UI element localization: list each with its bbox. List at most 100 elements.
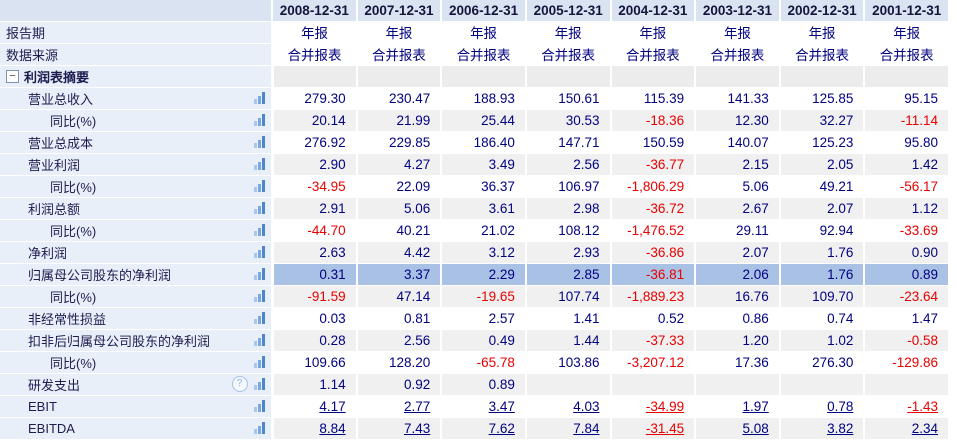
value-cell: 年报 — [441, 21, 527, 44]
value-cell: -18.36 — [610, 109, 697, 132]
row-label-wrap: 归属母公司股东的净利润 — [0, 264, 269, 285]
table-row[interactable]: 利润总额 2.91 5.06 3.61 2.98 -36.72 2.67 2.07 1.12 — [0, 197, 950, 220]
value-link[interactable]: 7.84 — [525, 417, 612, 440]
table-row[interactable]: 同比(%) -44.70 40.21 21.02 108.12 -1,476.52 29.1… — [0, 219, 950, 242]
row-label-cell: 研发支出? — [0, 373, 274, 396]
column-header-date: 2001-12-31 — [864, 0, 950, 22]
bar-chart-icon[interactable] — [253, 334, 265, 346]
value-cell: -56.17 — [864, 175, 950, 198]
collapse-icon[interactable]: − — [6, 69, 19, 83]
bar — [261, 268, 265, 280]
value-link[interactable]: 5.08 — [695, 417, 781, 440]
value-link[interactable]: -31.45 — [610, 417, 697, 440]
bar-chart-icon[interactable] — [253, 92, 265, 104]
bar-chart-icon[interactable] — [253, 224, 265, 236]
value-cell — [779, 65, 866, 88]
value-cell: 年报 — [356, 21, 443, 44]
bar-chart-icon[interactable] — [253, 246, 265, 258]
value-cell — [864, 373, 950, 396]
value-link[interactable]: 2.77 — [356, 395, 443, 418]
value-cell: 1.02 — [779, 329, 866, 352]
bar-chart-icon[interactable] — [253, 268, 265, 280]
value-link[interactable]: 4.03 — [525, 395, 612, 418]
value-link[interactable]: -34.99 — [610, 395, 697, 418]
column-header-date: 2006-12-31 — [441, 0, 527, 22]
bar — [253, 341, 257, 346]
value-link[interactable]: 2.34 — [864, 417, 950, 440]
bar-chart-icon[interactable] — [253, 136, 265, 148]
value-cell: 140.07 — [695, 131, 781, 154]
table-row[interactable]: 营业总收入 279.30 230.47 188.93 150.61 115.39 141.3… — [0, 87, 950, 110]
row-label-cell: 同比(%) — [0, 219, 274, 242]
bar-chart-icon[interactable] — [253, 312, 265, 324]
row-label-wrap: − 利润表摘要 — [0, 66, 269, 87]
table-row[interactable]: 研发支出? 1.14 0.92 0.89 — [0, 373, 950, 396]
value-link[interactable]: 0.78 — [779, 395, 866, 418]
bar — [257, 272, 261, 280]
value-cell: 12.30 — [695, 109, 781, 132]
table-row[interactable]: 同比(%) 20.14 21.99 25.44 30.53 -18.36 12.30 32.2… — [0, 109, 950, 132]
column-header-date: 2003-12-31 — [695, 0, 781, 22]
bar-chart-icon[interactable] — [253, 400, 265, 412]
table-row[interactable]: EBIT 4.17 2.77 3.47 4.03 -34.99 1.97 0.78 -1.43 — [0, 395, 950, 418]
column-header-date: 2008-12-31 — [272, 0, 358, 22]
table-row[interactable]: 同比(%) -34.95 22.09 36.37 106.97 -1,806.29 5.06… — [0, 175, 950, 198]
value-link[interactable]: 3.82 — [779, 417, 866, 440]
value-cell: 合并报表 — [525, 43, 612, 66]
bar — [257, 96, 261, 104]
table-row[interactable]: 营业利润 2.90 4.27 3.49 2.56 -36.77 2.15 2.05 1.42 — [0, 153, 950, 176]
value-cell: 2.93 — [525, 241, 612, 264]
row-label: 营业总成本 — [28, 135, 94, 151]
table-row[interactable]: 报告期 年报 年报 年报 年报 年报 年报 年报 年报 — [0, 21, 950, 44]
table-row[interactable]: 同比(%) 109.66 128.20 -65.78 103.86 -3,207.12 17… — [0, 351, 950, 374]
value-cell: 2.90 — [272, 153, 358, 176]
bar-chart-icon[interactable] — [253, 158, 265, 170]
row-label-cell: − 利润表摘要 — [0, 65, 274, 88]
bar — [257, 382, 261, 390]
value-cell: 0.81 — [356, 307, 443, 330]
bar-chart-icon[interactable] — [253, 378, 265, 390]
bar-chart-icon[interactable] — [253, 202, 265, 214]
bar-chart-icon[interactable] — [253, 180, 265, 192]
table-row[interactable]: 同比(%) -91.59 47.14 -19.65 107.74 -1,889.23 16.… — [0, 285, 950, 308]
value-link[interactable]: 4.17 — [272, 395, 358, 418]
value-cell: 合并报表 — [864, 43, 950, 66]
value-cell: 0.92 — [356, 373, 443, 396]
value-cell — [695, 65, 781, 88]
table-row[interactable]: 非经常性损益 0.03 0.81 2.57 1.41 0.52 0.86 0.74 1.47 — [0, 307, 950, 330]
value-cell: 2.29 — [441, 263, 527, 286]
value-cell: 1.44 — [525, 329, 612, 352]
value-cell: 125.85 — [779, 87, 866, 110]
bar-chart-icon[interactable] — [253, 422, 265, 434]
value-link[interactable]: 8.84 — [272, 417, 358, 440]
table-row[interactable]: 营业总成本 276.92 229.85 186.40 147.71 150.59 140.0… — [0, 131, 950, 154]
bar — [261, 334, 265, 346]
row-label-wrap: 报告期 — [0, 22, 269, 43]
bar-chart-icon[interactable] — [253, 290, 265, 302]
bar — [257, 228, 261, 236]
table-row[interactable]: − 利润表摘要 — [0, 65, 950, 88]
value-cell: -33.69 — [864, 219, 950, 242]
value-link[interactable]: 7.43 — [356, 417, 443, 440]
value-cell: 4.42 — [356, 241, 443, 264]
value-link[interactable]: 3.47 — [441, 395, 527, 418]
table-row[interactable]: 数据来源 合并报表 合并报表 合并报表 合并报表 合并报表 合并报表 合并报表 合并报表 — [0, 43, 950, 66]
value-link[interactable]: 1.97 — [695, 395, 781, 418]
value-link[interactable]: -1.43 — [864, 395, 950, 418]
bar-chart-icon[interactable] — [253, 356, 265, 368]
help-icon[interactable]: ? — [231, 376, 248, 392]
value-cell: 0.90 — [864, 241, 950, 264]
value-cell — [864, 65, 950, 88]
table-row[interactable]: 扣非后归属母公司股东的净利润 0.28 2.56 0.49 1.44 -37.33 1.20… — [0, 329, 950, 352]
value-link[interactable]: 7.62 — [441, 417, 527, 440]
value-cell: 2.56 — [356, 329, 443, 352]
column-header-date: 2007-12-31 — [356, 0, 443, 22]
table-row-selected[interactable]: 归属母公司股东的净利润 0.31 3.37 2.29 2.85 -36.81 2.06 1.7… — [0, 263, 950, 286]
bar-chart-icon[interactable] — [253, 114, 265, 126]
value-cell: 108.12 — [525, 219, 612, 242]
value-cell: 103.86 — [525, 351, 612, 374]
table-row[interactable]: 净利润 2.63 4.42 3.12 2.93 -36.86 2.07 1.76 0.90 — [0, 241, 950, 264]
table-row[interactable]: EBITDA 8.84 7.43 7.62 7.84 -31.45 5.08 3.82 2.34 — [0, 417, 950, 440]
bar — [253, 275, 257, 280]
row-label-wrap: EBITDA — [0, 418, 269, 439]
